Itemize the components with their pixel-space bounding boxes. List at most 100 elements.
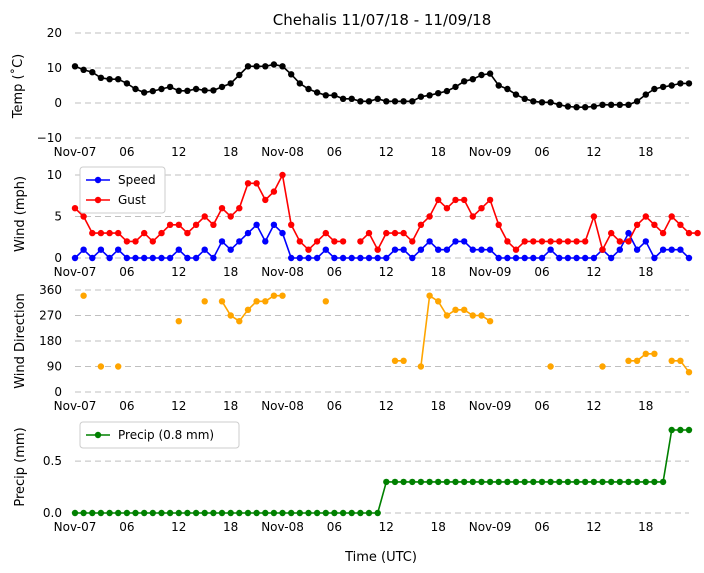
data-point (218, 509, 226, 517)
data-point (158, 85, 165, 93)
data-point (383, 254, 390, 262)
data-point (556, 101, 563, 109)
data-point (547, 246, 554, 253)
data-point (322, 92, 329, 99)
data-point (348, 509, 355, 517)
data-point (486, 70, 494, 77)
series-speed (71, 221, 693, 262)
data-point (512, 254, 520, 262)
data-point (115, 363, 122, 370)
data-point (115, 229, 122, 237)
x-tick-label: 18 (223, 265, 238, 279)
data-point (486, 246, 494, 253)
data-point (478, 246, 485, 253)
data-point (374, 509, 381, 517)
legend-marker (94, 431, 102, 439)
x-tick-label: 18 (638, 145, 653, 159)
data-point (149, 87, 156, 95)
data-point (106, 509, 113, 517)
y-axis-label: Wind (mph) (13, 176, 28, 252)
x-tick-label: Nov-07 (54, 520, 97, 534)
y-tick-label: 270 (39, 309, 62, 323)
data-point (564, 478, 572, 486)
data-point (288, 254, 295, 262)
data-point (642, 350, 649, 357)
data-point (426, 213, 433, 220)
data-point (123, 254, 131, 262)
data-point (616, 101, 623, 109)
data-point (633, 221, 641, 228)
x-tick-label: 12 (586, 265, 601, 279)
data-point (89, 229, 96, 237)
data-point (582, 254, 589, 262)
data-point (305, 509, 312, 517)
data-point (365, 254, 373, 262)
data-point (417, 221, 425, 228)
data-point (141, 509, 148, 517)
data-point (236, 318, 243, 325)
data-point (374, 254, 381, 262)
data-point (659, 246, 667, 253)
x-tick-label: 18 (223, 145, 238, 159)
x-tick-label: 06 (534, 520, 549, 534)
data-point (149, 238, 156, 245)
x-tick-label: 06 (327, 399, 342, 413)
y-tick-label: −10 (37, 131, 62, 145)
x-tick-label: Nov-09 (469, 399, 512, 413)
legend-label: Speed (118, 173, 156, 187)
data-point (694, 229, 701, 237)
data-point (339, 254, 347, 262)
data-point (400, 98, 407, 105)
data-point (80, 292, 87, 299)
data-point (417, 246, 425, 253)
x-axis-label: Time (UTC) (344, 550, 417, 565)
data-point (296, 509, 303, 517)
data-point (642, 238, 649, 245)
data-point (443, 312, 451, 319)
data-point (547, 478, 554, 486)
data-point (608, 101, 615, 109)
data-point (677, 80, 684, 87)
data-point (175, 221, 182, 228)
data-point (461, 238, 468, 245)
data-point (633, 98, 641, 105)
y-tick-label: 90 (47, 360, 62, 374)
data-point (322, 246, 329, 253)
data-point (521, 238, 528, 245)
data-point (685, 369, 693, 376)
data-point (305, 254, 312, 262)
data-point (244, 306, 252, 313)
x-tick-label: 12 (171, 145, 186, 159)
data-point (357, 238, 364, 245)
data-point (633, 357, 641, 364)
legend-label: Precip (0.8 mm) (118, 428, 214, 442)
data-point (677, 357, 684, 364)
wind-panel: 10 5 0 Wind (mph) Nov-07 06 12 18 Nov-08 06 12 18 No… (13, 166, 701, 279)
data-point (365, 509, 373, 517)
data-point (288, 509, 295, 517)
data-point (374, 95, 381, 103)
data-point (270, 188, 278, 195)
data-point (244, 180, 252, 187)
x-tick-label: 18 (638, 520, 653, 534)
data-point (668, 426, 675, 434)
data-point (244, 63, 252, 70)
data-point (391, 229, 399, 237)
data-point (279, 509, 286, 517)
data-point (279, 171, 286, 179)
data-point (236, 205, 243, 212)
data-point (469, 213, 476, 220)
x-tick-label: Nov-08 (261, 520, 304, 534)
data-point (616, 238, 623, 245)
data-point (357, 98, 364, 105)
data-point (374, 246, 381, 253)
legend: Precip (0.8 mm) (79, 421, 240, 449)
x-tick-label: 06 (327, 265, 342, 279)
data-point (279, 292, 286, 299)
data-point (348, 95, 355, 103)
legend-box (79, 166, 166, 214)
x-tick-label: Nov-07 (54, 399, 97, 413)
data-point (262, 298, 269, 305)
data-point (227, 213, 234, 220)
data-point (218, 298, 226, 305)
